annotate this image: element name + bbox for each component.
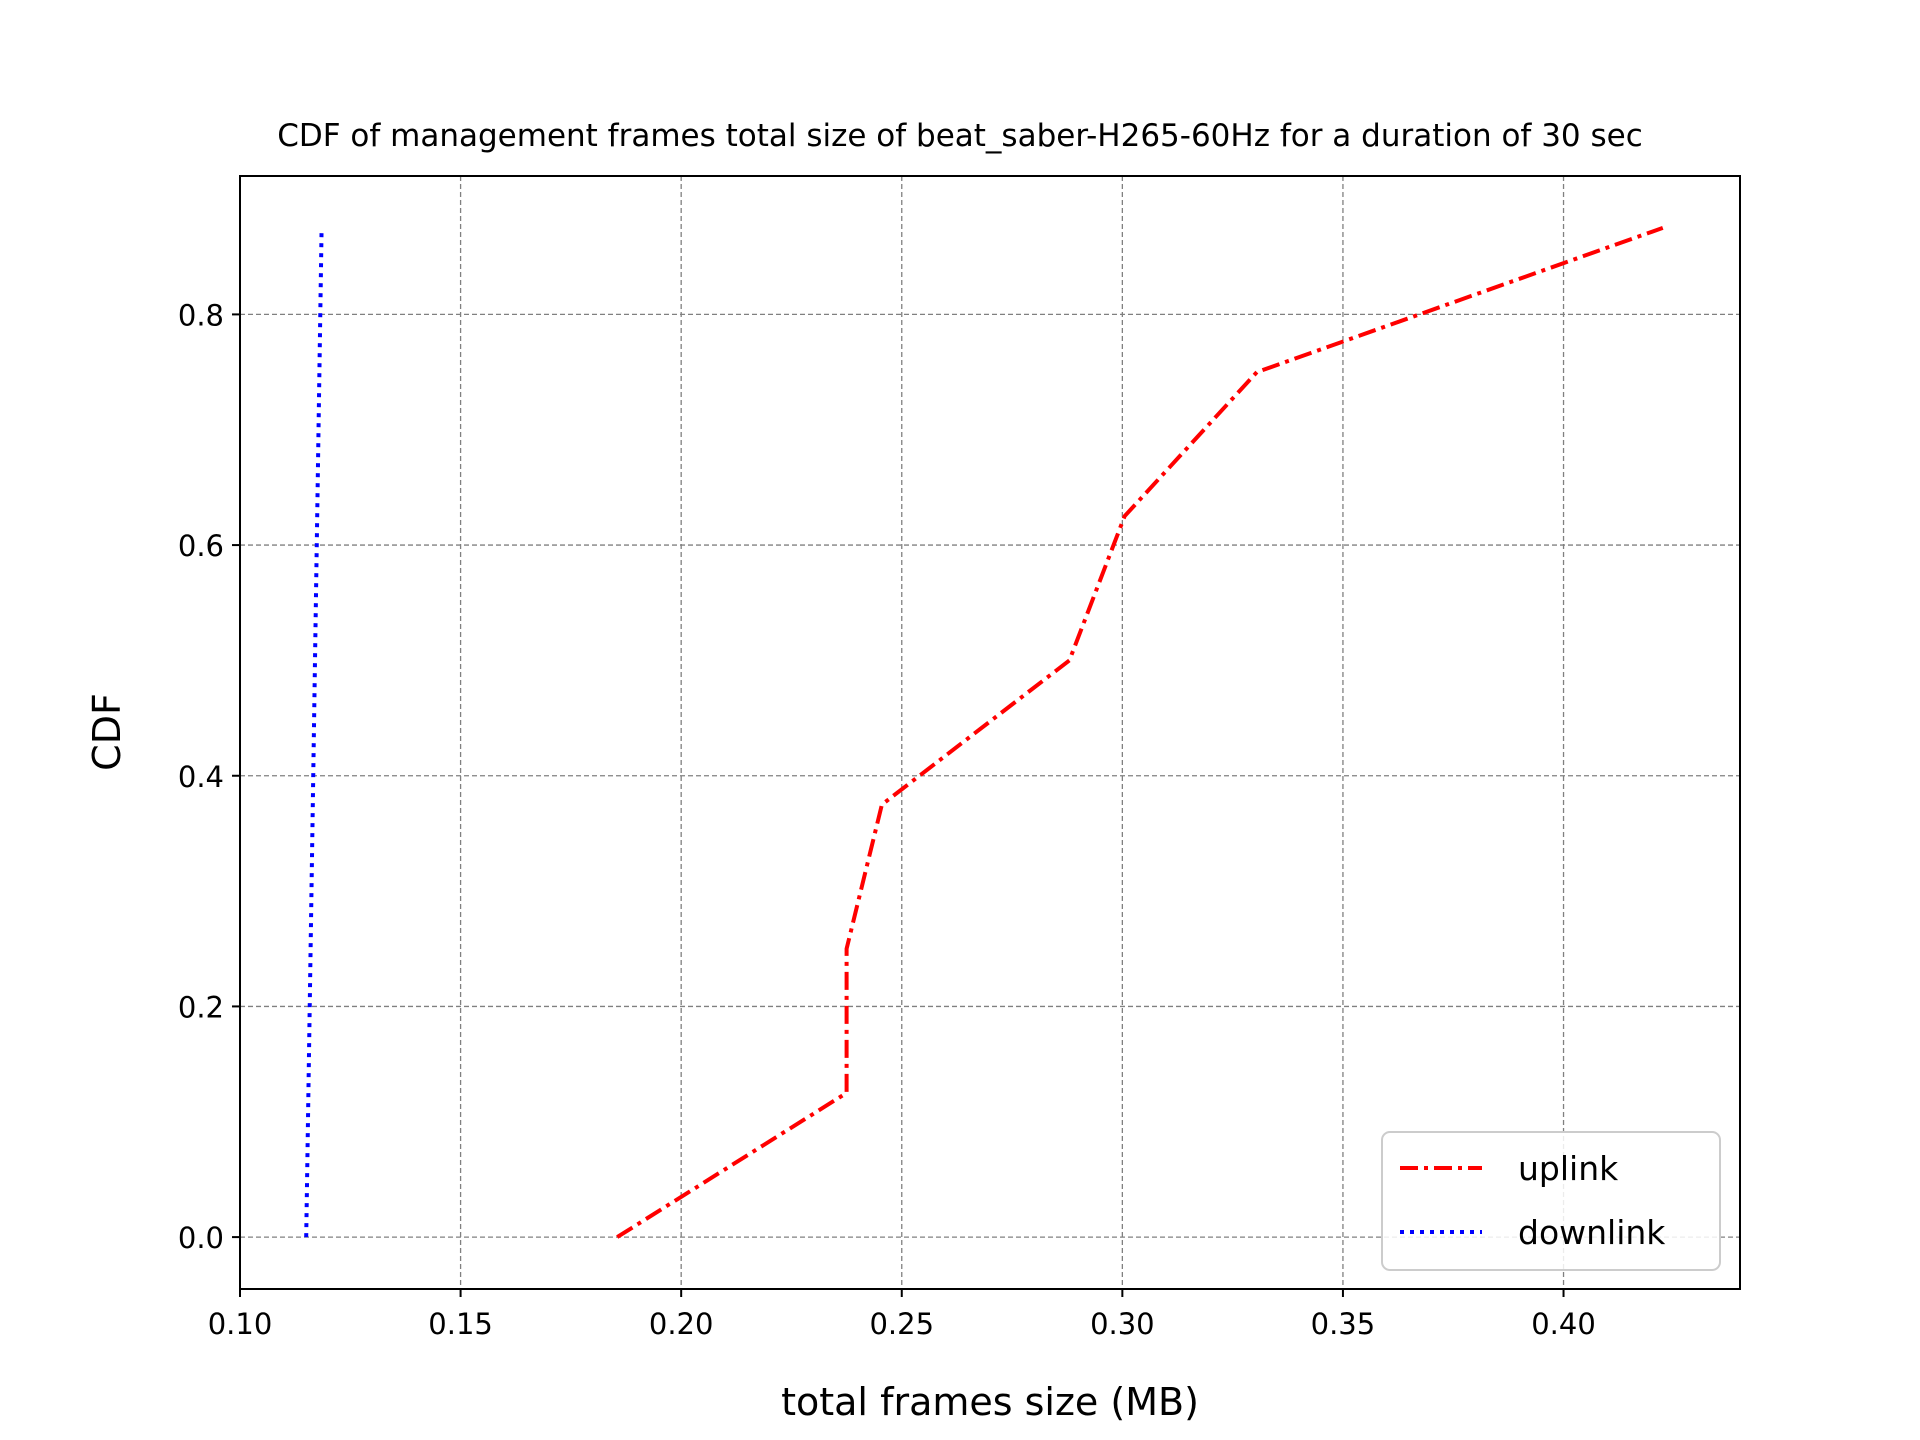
series-lines (304, 226, 1664, 1239)
y-tick-label: 0.8 (178, 298, 224, 332)
chart-title: CDF of management frames total size of b… (277, 118, 1643, 154)
legend-box (1381, 1131, 1721, 1271)
x-tick-label: 0.40 (1531, 1307, 1596, 1341)
legend-label-downlink: downlink (1518, 1213, 1666, 1252)
legend: uplink downlink (1381, 1131, 1721, 1271)
y-tick-label: 0.4 (178, 760, 224, 794)
x-tick-label: 0.15 (428, 1307, 493, 1341)
legend-label-uplink: uplink (1518, 1149, 1619, 1188)
y-tick-label: 0.0 (178, 1221, 224, 1255)
y-axis-title: CDF (85, 693, 129, 771)
x-tick-label: 0.10 (208, 1307, 273, 1341)
x-tick-label: 0.35 (1311, 1307, 1376, 1341)
axis-ticks: 0.10 0.15 0.20 0.25 0.30 0.35 0.40 0.0 0.2 0.4 0.6… (178, 298, 1596, 1341)
x-tick-label: 0.30 (1090, 1307, 1155, 1341)
y-tick-label: 0.6 (178, 529, 224, 563)
x-axis-title: total frames size (MB) (781, 1380, 1199, 1424)
plot-frame (239, 175, 1741, 1290)
y-tick-label: 0.2 (178, 990, 224, 1024)
series-line-uplink (616, 226, 1664, 1239)
x-tick-label: 0.25 (869, 1307, 934, 1341)
x-tick-label: 0.20 (649, 1307, 714, 1341)
series-line-downlink (304, 227, 324, 1238)
